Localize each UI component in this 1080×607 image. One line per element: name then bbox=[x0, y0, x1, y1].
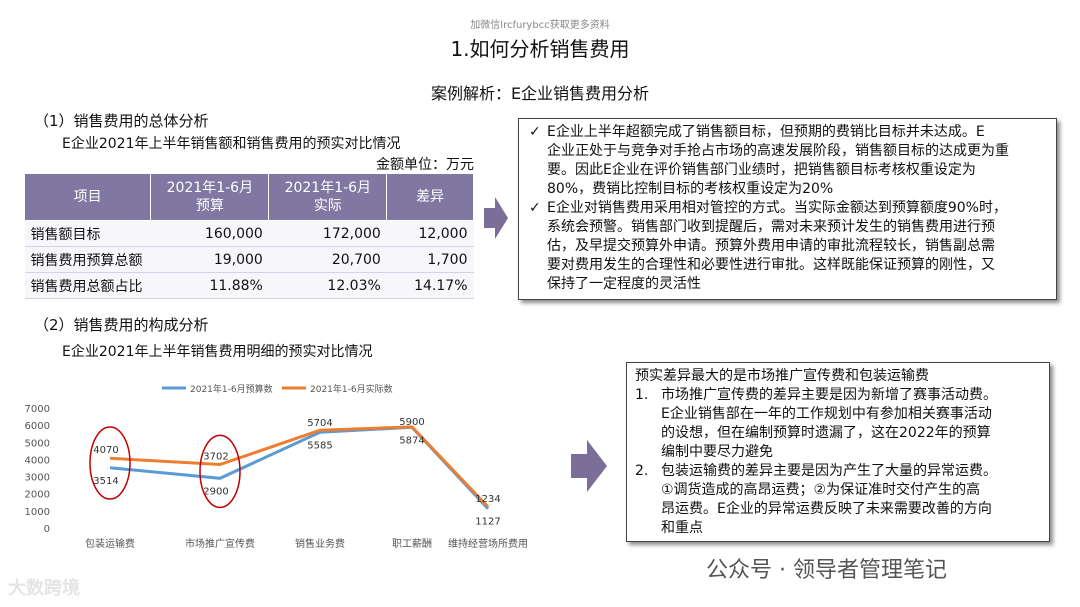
highlight-circle bbox=[199, 434, 241, 509]
data-label: 3514 bbox=[93, 476, 118, 487]
series-line bbox=[109, 425, 490, 510]
table-cell: 销售费用预算总额 bbox=[24, 246, 151, 273]
data-label: 5704 bbox=[307, 418, 332, 429]
table-cell: 11.88% bbox=[150, 272, 269, 299]
x-tick-label: 职工薪酬 bbox=[392, 538, 432, 550]
table-cell: 19,000 bbox=[150, 246, 269, 273]
analysis-box-1: ✓ E企业上半年超额完成了销售额目标，但预期的费销比目标并未达成。E 企业正处于… bbox=[518, 118, 1057, 300]
expense-line-chart: 0 1000 2000 3000 4000 5000 6000 7000 包装运输费 市场推广宣传… bbox=[25, 383, 528, 550]
item-line: 和重点 bbox=[661, 520, 703, 536]
item-line: 市场推广宣传费的差异主要是因为新增了赛事活动费。 bbox=[661, 387, 997, 403]
table-header-cell: 2021年1-6月 预算 bbox=[150, 173, 270, 221]
y-tick-label: 2000 bbox=[25, 490, 50, 501]
bullet-line: 估，及早提交预算外申请。预算外费用申请的审批流程较长，销售副总需 bbox=[547, 238, 995, 254]
top-watermark: 加微信lrcfurybcc获取更多资料 bbox=[470, 20, 610, 31]
table-cell: 20,700 bbox=[268, 246, 387, 273]
right-arrow-icon bbox=[571, 440, 607, 492]
table-header-cell: 项目 bbox=[23, 173, 152, 221]
y-tick-label: 0 bbox=[44, 524, 50, 535]
data-label: 1234 bbox=[475, 494, 500, 505]
table-cell: 12.03% bbox=[268, 272, 387, 299]
item-line: 的设想，但在编制预算时遗漏了，这在2022年的预算 bbox=[661, 425, 991, 441]
bullet-line: E企业对销售费用采用相对管控的方式。当实际金额达到预算额度90%时， bbox=[547, 200, 1007, 216]
y-tick-label: 7000 bbox=[25, 404, 50, 415]
data-label: 4070 bbox=[93, 445, 118, 456]
table-row: 销售费用总额占比 11.88% 12.03% 14.17% bbox=[24, 272, 474, 299]
section1-caption: E企业2021年上半年销售额和销售费用的预实对比情况 bbox=[62, 136, 401, 152]
numbered-item: 2. 包装运输费的差异主要是因为产生了大量的异常运费。 ①调货造成的高昂运费；②… bbox=[635, 462, 1043, 538]
right-arrow-icon bbox=[484, 197, 508, 239]
numbered-item: 1. 市场推广宣传费的差异主要是因为新增了赛事活动费。 E企业销售部在一年的工作… bbox=[635, 386, 1043, 462]
item-line: 包装运输费的差异主要是因为产生了大量的异常运费。 bbox=[661, 463, 997, 479]
table-cell: 12,000 bbox=[386, 220, 474, 247]
bullet-line: 80%，费销比控制目标的考核权重设定为20% bbox=[547, 181, 834, 197]
data-label: 5874 bbox=[399, 435, 424, 446]
table-header-row: 项目 2021年1-6月 预算 2021年1-6月 实际 差异 bbox=[23, 173, 474, 221]
legend-label: 2021年1-6月实际数 bbox=[310, 383, 393, 395]
y-tick-label: 1000 bbox=[25, 507, 50, 518]
table-cell: 销售费用总额占比 bbox=[24, 272, 151, 299]
item-number: 2. bbox=[635, 463, 649, 479]
bullet-item: ✓ E企业上半年超额完成了销售额目标，但预期的费销比目标并未达成。E 企业正处于… bbox=[519, 123, 1056, 199]
bullet-line: 保持了一定程度的灵活性 bbox=[547, 276, 701, 292]
bullet-line: 要。因此E企业在评价销售部门业绩时，把销售额目标考核权重设定为 bbox=[547, 162, 976, 178]
legend-label: 2021年1-6月预算数 bbox=[190, 383, 273, 395]
data-label: 2900 bbox=[203, 486, 228, 497]
bullet-line: 企业正处于与竞争对手抢占市场的高速发展阶段，销售额目标的达成更为重 bbox=[547, 143, 1009, 159]
table-header-cell: 2021年1-6月 实际 bbox=[268, 173, 388, 221]
data-label: 1127 bbox=[475, 517, 500, 528]
amount-unit: 金额单位：万元 bbox=[376, 157, 474, 173]
table-row: 销售额目标 160,000 172,000 12,000 bbox=[24, 220, 474, 247]
y-tick-label: 3000 bbox=[25, 473, 50, 484]
section1-heading: （1）销售费用的总体分析 bbox=[34, 112, 209, 130]
box2-heading: 预实差异最大的是市场推广宣传费和包装运输费 bbox=[635, 368, 929, 384]
checkmark-icon: ✓ bbox=[529, 200, 541, 216]
item-line: 昂运费。E企业的异常运费反映了未来需要改善的方向 bbox=[661, 501, 992, 517]
item-number: 1. bbox=[635, 387, 649, 403]
highlight-circle bbox=[89, 426, 131, 500]
bullet-line: E企业上半年超额完成了销售额目标，但预期的费销比目标并未达成。E bbox=[547, 124, 985, 140]
budget-table: 项目 2021年1-6月 预算 2021年1-6月 实际 差异 销售额目标 160,… bbox=[23, 173, 474, 299]
x-tick-label: 市场推广宣传费 bbox=[185, 537, 255, 550]
y-tick-label: 6000 bbox=[25, 421, 50, 432]
data-label: 3702 bbox=[203, 452, 228, 463]
table-cell: 172,000 bbox=[268, 220, 387, 247]
table-cell: 160,000 bbox=[150, 220, 269, 247]
data-label: 5900 bbox=[399, 417, 424, 428]
checkmark-icon: ✓ bbox=[529, 124, 541, 140]
bullet-line: 系统会预警。销售部门收到提醒后，需对未来预计发生的销售费用进行预 bbox=[547, 219, 995, 235]
x-tick-label: 维持经营场所费用 bbox=[448, 537, 528, 550]
page-title: 1.如何分析销售费用 bbox=[450, 37, 630, 61]
table-cell: 1,700 bbox=[386, 246, 474, 273]
section2-heading: （2）销售费用的构成分析 bbox=[34, 316, 209, 334]
table-cell: 14.17% bbox=[386, 272, 474, 299]
x-tick-label: 销售业务费 bbox=[295, 537, 345, 550]
item-line: ①调货造成的高昂运费；②为保证准时交付产生的高 bbox=[661, 482, 981, 498]
section2-caption: E企业2021年上半年销售费用明细的预实对比情况 bbox=[62, 344, 373, 360]
table-header-cell: 差异 bbox=[386, 173, 474, 221]
x-tick-label: 包装运输费 bbox=[85, 537, 135, 550]
bottom-right-logo: 公众号 · 领导者管理笔记 bbox=[706, 558, 947, 583]
y-tick-label: 5000 bbox=[25, 438, 50, 449]
y-tick-label: 4000 bbox=[25, 455, 50, 466]
analysis-box-2: 预实差异最大的是市场推广宣传费和包装运输费 1. 市场推广宣传费的差异主要是因为… bbox=[626, 362, 1050, 542]
series-line bbox=[109, 425, 490, 508]
bullet-item: ✓ E企业对销售费用采用相对管控的方式。当实际金额达到预算额度90%时， 系统会… bbox=[519, 199, 1056, 294]
table-cell: 销售额目标 bbox=[24, 220, 151, 247]
page-subtitle: 案例解析：E企业销售费用分析 bbox=[430, 84, 650, 103]
bottom-left-logo: 大数跨境 bbox=[8, 578, 80, 599]
item-line: 编制中要尽力避免 bbox=[661, 444, 773, 460]
bullet-line: 要对费用发生的合理性和必要性进行审批。这样既能保证预算的刚性，又 bbox=[547, 257, 995, 273]
table-row: 销售费用预算总额 19,000 20,700 1,700 bbox=[24, 246, 474, 273]
data-label: 5585 bbox=[307, 440, 332, 451]
item-line: E企业销售部在一年的工作规划中有参加相关赛事活动 bbox=[661, 406, 992, 422]
